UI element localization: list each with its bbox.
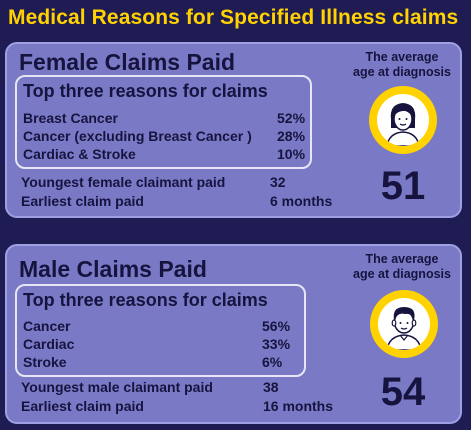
female-reason-label: Cancer (excluding Breast Cancer ) xyxy=(23,128,252,144)
female-avg-label: The average age at diagnosis xyxy=(347,50,457,80)
female-reason-label: Breast Cancer xyxy=(23,110,118,126)
female-reasons-box: Top three reasons for claims Breast Canc… xyxy=(15,75,312,169)
male-reason-label: Stroke xyxy=(23,354,67,370)
male-reason-value: 33% xyxy=(262,336,291,352)
male-avatar-icon xyxy=(378,298,430,350)
male-earliest-value: 16 months xyxy=(263,398,334,414)
female-reason-value: 28% xyxy=(277,128,306,144)
male-avg-line2: age at diagnosis xyxy=(353,267,451,281)
female-youngest-label: Youngest female claimant paid xyxy=(21,174,226,190)
male-earliest-label: Earliest claim paid xyxy=(21,398,144,414)
female-avatar-icon xyxy=(377,94,429,146)
female-earliest-value: 6 months xyxy=(270,193,333,209)
male-claims-panel: Male Claims Paid Top three reasons for c… xyxy=(5,244,462,424)
male-reason-value: 56% xyxy=(262,318,291,334)
male-avatar xyxy=(370,290,438,358)
female-reasons-heading: Top three reasons for claims xyxy=(23,81,268,101)
male-avg-label: The average age at diagnosis xyxy=(347,252,457,282)
male-reason-label: Cancer xyxy=(23,318,71,334)
male-reasons-heading: Top three reasons for claims xyxy=(23,290,268,310)
male-youngest-label: Youngest male claimant paid xyxy=(21,379,213,395)
male-reasons-box: Top three reasons for claims Cancer 56% … xyxy=(15,284,306,377)
male-reason-value: 6% xyxy=(262,354,283,370)
male-avg-line1: The average xyxy=(365,252,439,266)
female-earliest-label: Earliest claim paid xyxy=(21,193,144,209)
female-avg-age: 51 xyxy=(380,164,426,208)
female-avg-line2: age at diagnosis xyxy=(353,65,451,79)
female-avatar xyxy=(369,86,437,154)
male-panel-title: Male Claims Paid xyxy=(19,256,207,282)
male-reason-label: Cardiac xyxy=(23,336,75,352)
page-title: Medical Reasons for Specified Illness cl… xyxy=(8,6,459,29)
female-youngest-value: 32 xyxy=(270,174,286,190)
male-youngest-value: 38 xyxy=(263,379,279,395)
female-reason-value: 52% xyxy=(277,110,306,126)
female-reason-value: 10% xyxy=(277,146,306,162)
male-avg-age: 54 xyxy=(380,370,426,414)
female-claims-panel: Female Claims Paid Top three reasons for… xyxy=(5,42,462,218)
female-panel-title: Female Claims Paid xyxy=(19,49,236,75)
female-reason-label: Cardiac & Stroke xyxy=(23,146,136,162)
female-avg-line1: The average xyxy=(365,50,439,64)
